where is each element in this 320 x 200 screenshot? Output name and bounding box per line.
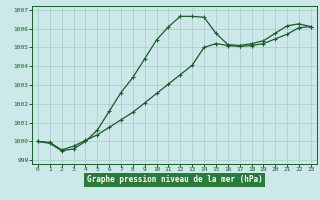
X-axis label: Graphe pression niveau de la mer (hPa): Graphe pression niveau de la mer (hPa) (86, 175, 262, 184)
